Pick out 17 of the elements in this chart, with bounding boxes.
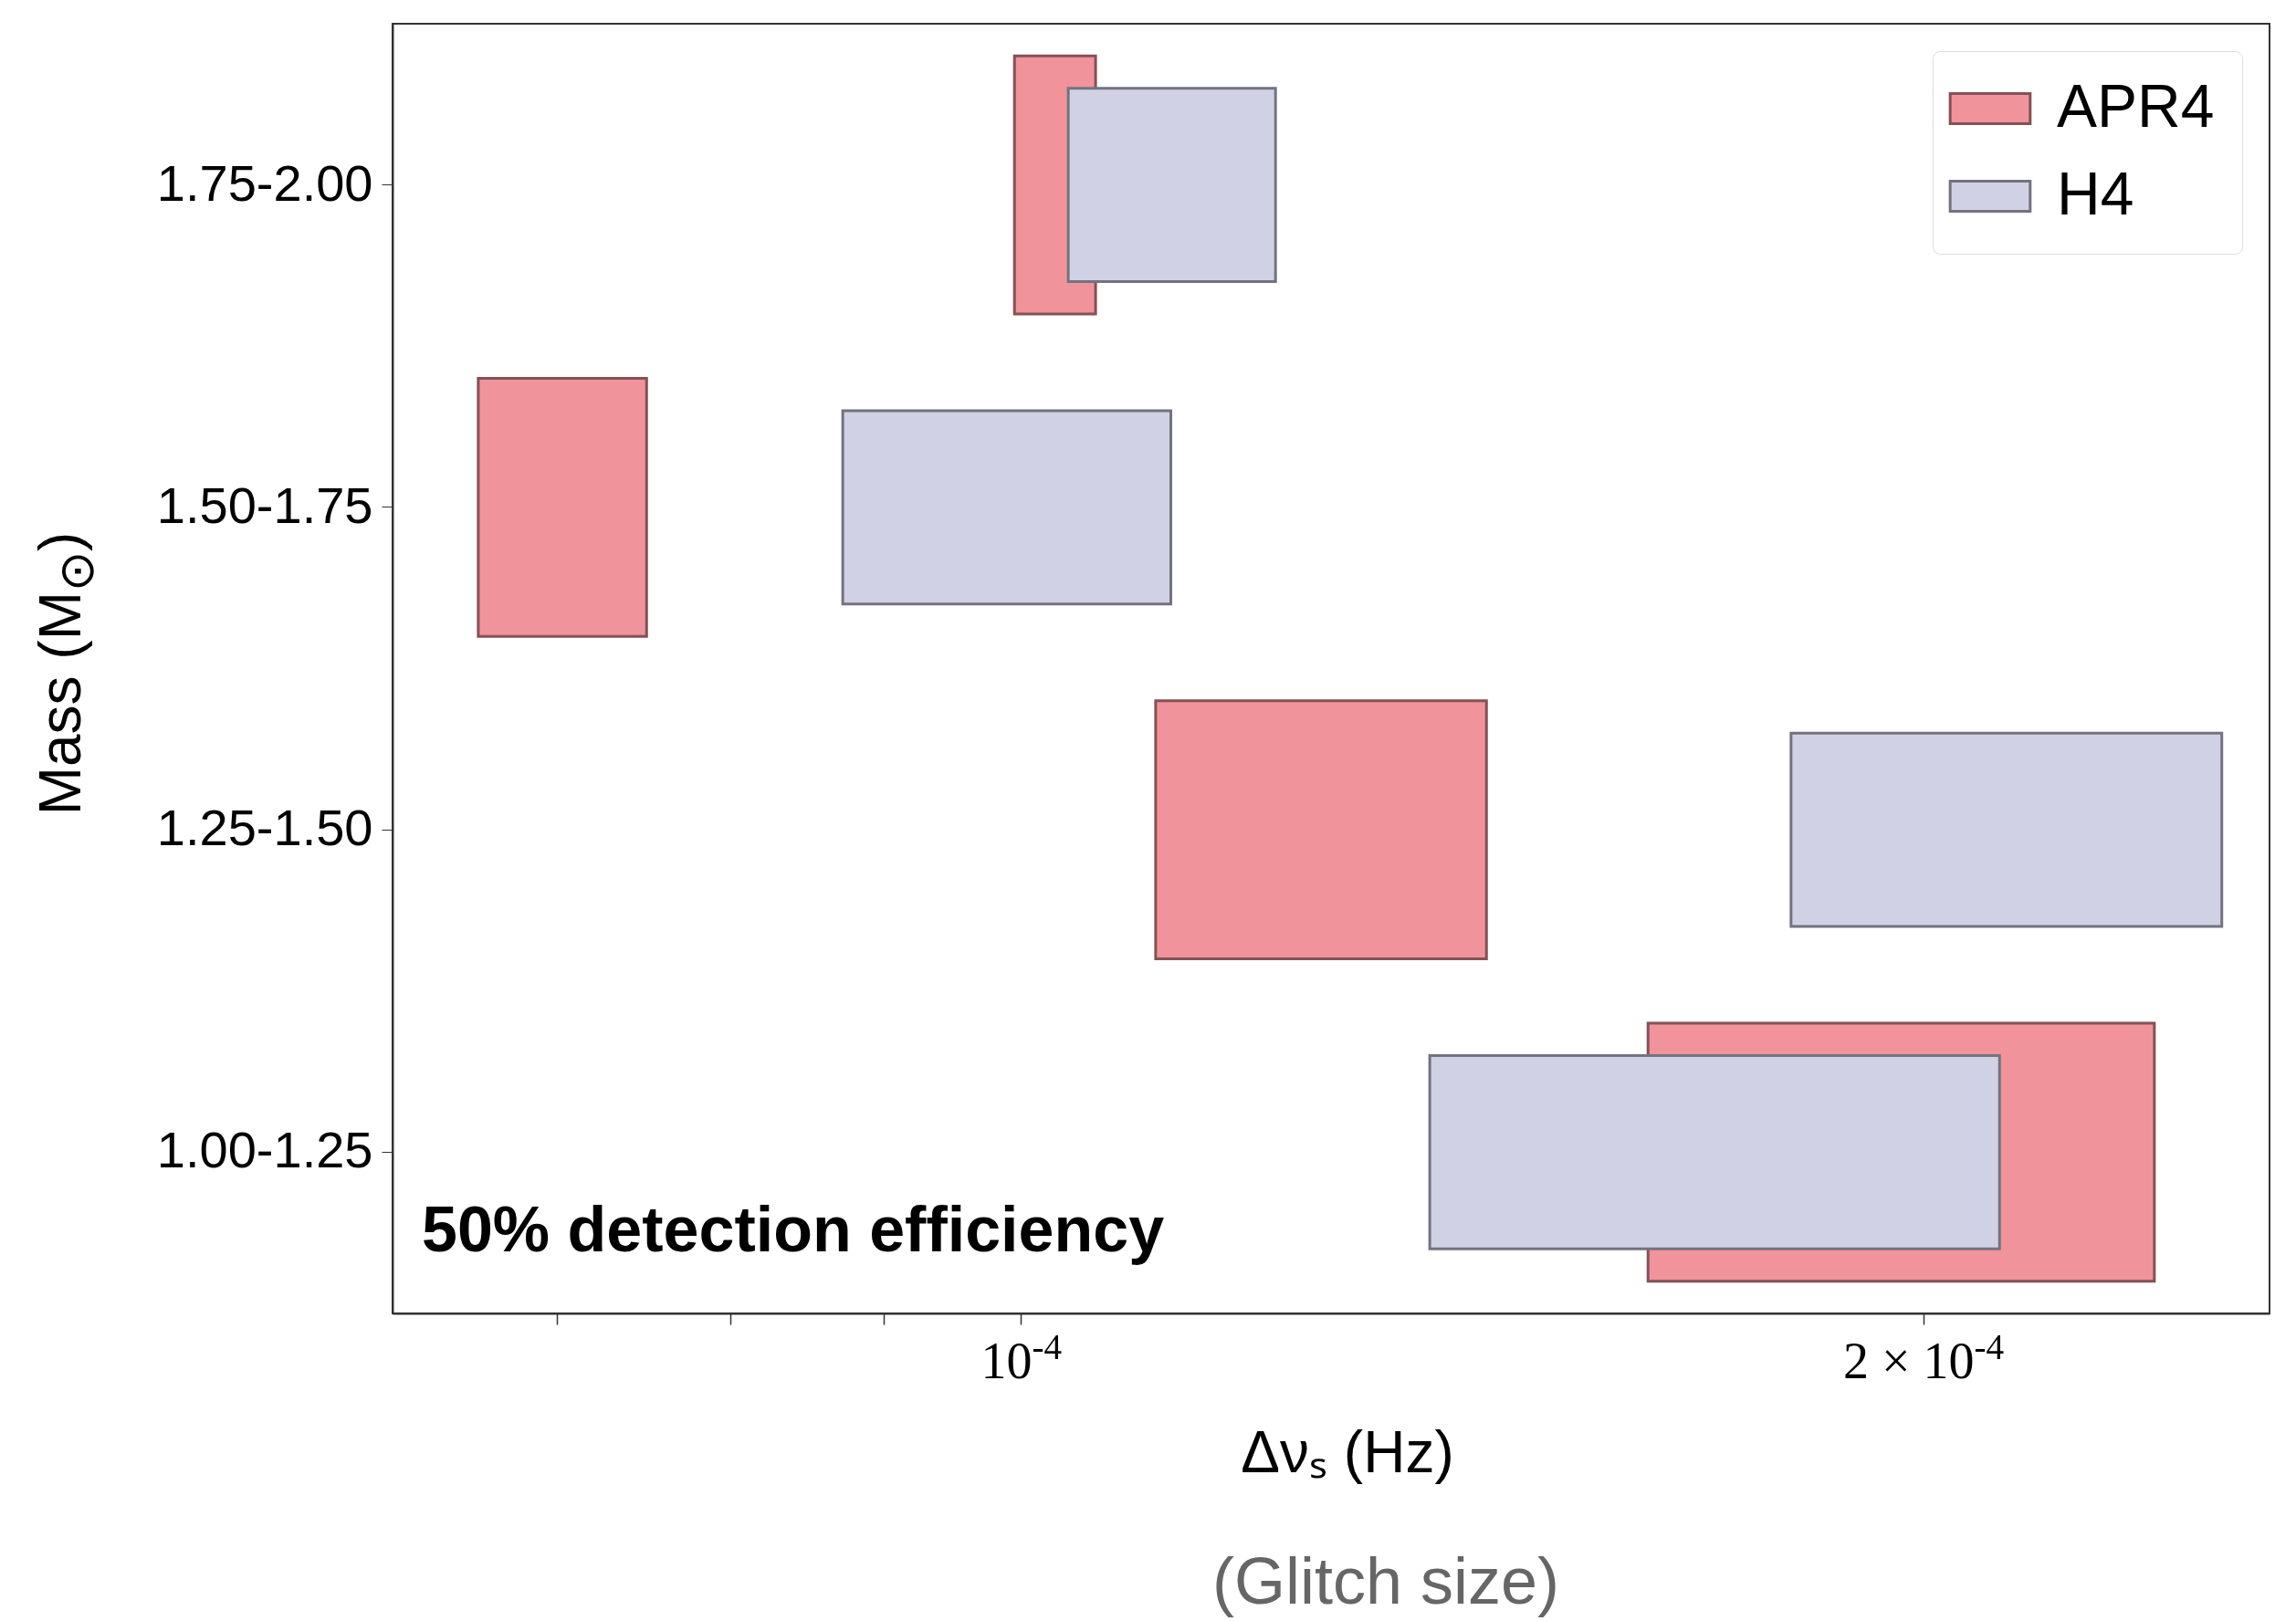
bar [1428, 1053, 2001, 1250]
bar [841, 409, 1172, 606]
legend-label: H4 [2057, 160, 2134, 227]
legend-label: APR4 [2057, 72, 2215, 140]
annotation: 50% detection efficiency [422, 1193, 1165, 1266]
y-tick-label: 1.75-2.00 [156, 153, 373, 212]
x-tick-label: 10$^{-4}$ [980, 1326, 1063, 1389]
bar [1154, 699, 1488, 960]
y-tick-label: 1.25-1.50 [156, 799, 373, 857]
x-axis-title: Δνₛ (Hz) [1241, 1417, 1454, 1487]
bar [1066, 87, 1277, 284]
bar [1789, 731, 2224, 928]
y-tick-label: 1.00-1.25 [156, 1121, 373, 1179]
y-tick-label: 1.50-1.75 [156, 476, 373, 534]
bar [477, 377, 648, 638]
text: (Glitch size) [1211, 1543, 1560, 1618]
x-tick-label: 2 × 10$^{-4}$ [1842, 1326, 2005, 1389]
